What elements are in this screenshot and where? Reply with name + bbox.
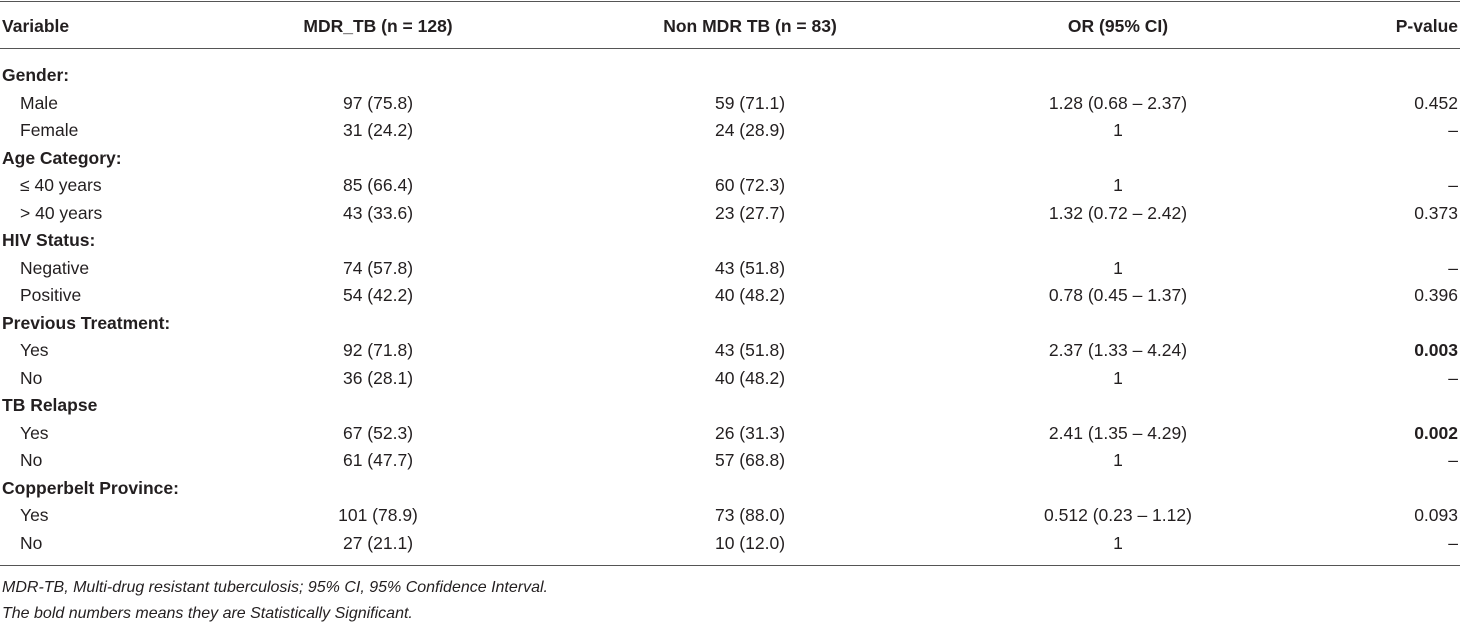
cell: 73 (88.0) [714, 505, 786, 525]
cell: – [1448, 120, 1458, 140]
cell: 40 (48.2) [714, 367, 786, 388]
cell: – [1448, 367, 1458, 388]
row-label: No [20, 367, 43, 388]
cell: 0.002 [1414, 422, 1458, 443]
cell: 0.78 (0.45 – 1.37) [1048, 285, 1188, 305]
cell: 2.37 (1.33 – 4.24) [1048, 340, 1188, 360]
cell: 0.512 (0.23 – 1.12) [1044, 505, 1192, 525]
group-label: Gender: [2, 65, 70, 85]
cell: 43 (33.6) [342, 202, 414, 223]
cell: 0.373 [1414, 202, 1458, 223]
cell: 43 (51.8) [714, 257, 786, 278]
cell: 92 (71.8) [342, 340, 414, 360]
cell: 23 (27.7) [714, 202, 786, 223]
cell: 59 (71.1) [714, 92, 786, 113]
cell: 0.093 [1414, 505, 1458, 525]
cell: 0.452 [1414, 92, 1458, 113]
header-cell: P-value [1395, 16, 1458, 36]
header-cell: OR (95% CI) [1067, 16, 1169, 36]
row-label: > 40 years [20, 202, 103, 223]
header-cell: Variable [2, 16, 70, 36]
footnote: The bold numbers means they are Statisti… [2, 605, 413, 622]
cell: 57 (68.8) [714, 450, 786, 470]
row-label: ≤ 40 years [20, 175, 102, 195]
cell: 27 (21.1) [342, 532, 414, 553]
row-label: Yes [20, 422, 49, 443]
cell: 2.41 (1.35 – 4.29) [1048, 422, 1188, 443]
cell: 101 (78.9) [338, 505, 418, 525]
group-label: HIV Status: [2, 230, 96, 250]
row-label: Male [20, 92, 58, 113]
cell: 1 [1113, 367, 1123, 388]
cell: – [1448, 257, 1458, 278]
header-cell: Non MDR TB (n = 83) [663, 16, 837, 36]
cell: 1.32 (0.72 – 2.42) [1048, 202, 1188, 223]
top-rule [0, 1, 1460, 2]
cell: 10 (12.0) [714, 532, 786, 553]
cell: 1 [1113, 175, 1123, 195]
cell: – [1448, 532, 1458, 553]
row-label: Negative [20, 257, 90, 278]
row-label: Yes [20, 340, 49, 360]
cell: 74 (57.8) [342, 257, 414, 278]
cell: 1 [1113, 450, 1123, 470]
group-label: Copperbelt Province: [2, 477, 179, 498]
row-label: No [20, 450, 43, 470]
cell: 1 [1113, 257, 1123, 278]
cell: 24 (28.9) [714, 120, 786, 140]
cell: 85 (66.4) [342, 175, 414, 195]
bottom-rule [0, 565, 1460, 566]
cell: 1 [1113, 532, 1123, 553]
row-label: Yes [20, 505, 49, 525]
group-label: Previous Treatment: [2, 312, 171, 333]
cell: 40 (48.2) [714, 285, 786, 305]
cell: 0.003 [1414, 340, 1458, 360]
cell: 36 (28.1) [342, 367, 414, 388]
cell: 54 (42.2) [342, 285, 414, 305]
cell: – [1448, 450, 1458, 470]
group-label: Age Category: [2, 147, 122, 168]
cell: 1 [1113, 120, 1123, 140]
footnote: MDR-TB, Multi-drug resistant tuberculosi… [2, 579, 548, 596]
cell: 97 (75.8) [342, 92, 414, 113]
cell: 0.396 [1414, 285, 1458, 305]
cell: 61 (47.7) [342, 450, 414, 470]
header-rule [0, 48, 1460, 49]
cell: 31 (24.2) [342, 120, 414, 140]
cell: 43 (51.8) [714, 340, 786, 360]
cell: – [1448, 175, 1458, 195]
row-label: Positive [20, 285, 82, 305]
row-label: Female [20, 120, 79, 140]
header-cell: MDR_TB (n = 128) [303, 16, 453, 36]
cell: 1.28 (0.68 – 2.37) [1048, 92, 1188, 113]
row-label: No [20, 532, 43, 553]
cell: 26 (31.3) [714, 422, 786, 443]
cell: 60 (72.3) [714, 175, 786, 195]
cell: 67 (52.3) [342, 422, 414, 443]
group-label: TB Relapse [2, 395, 98, 415]
